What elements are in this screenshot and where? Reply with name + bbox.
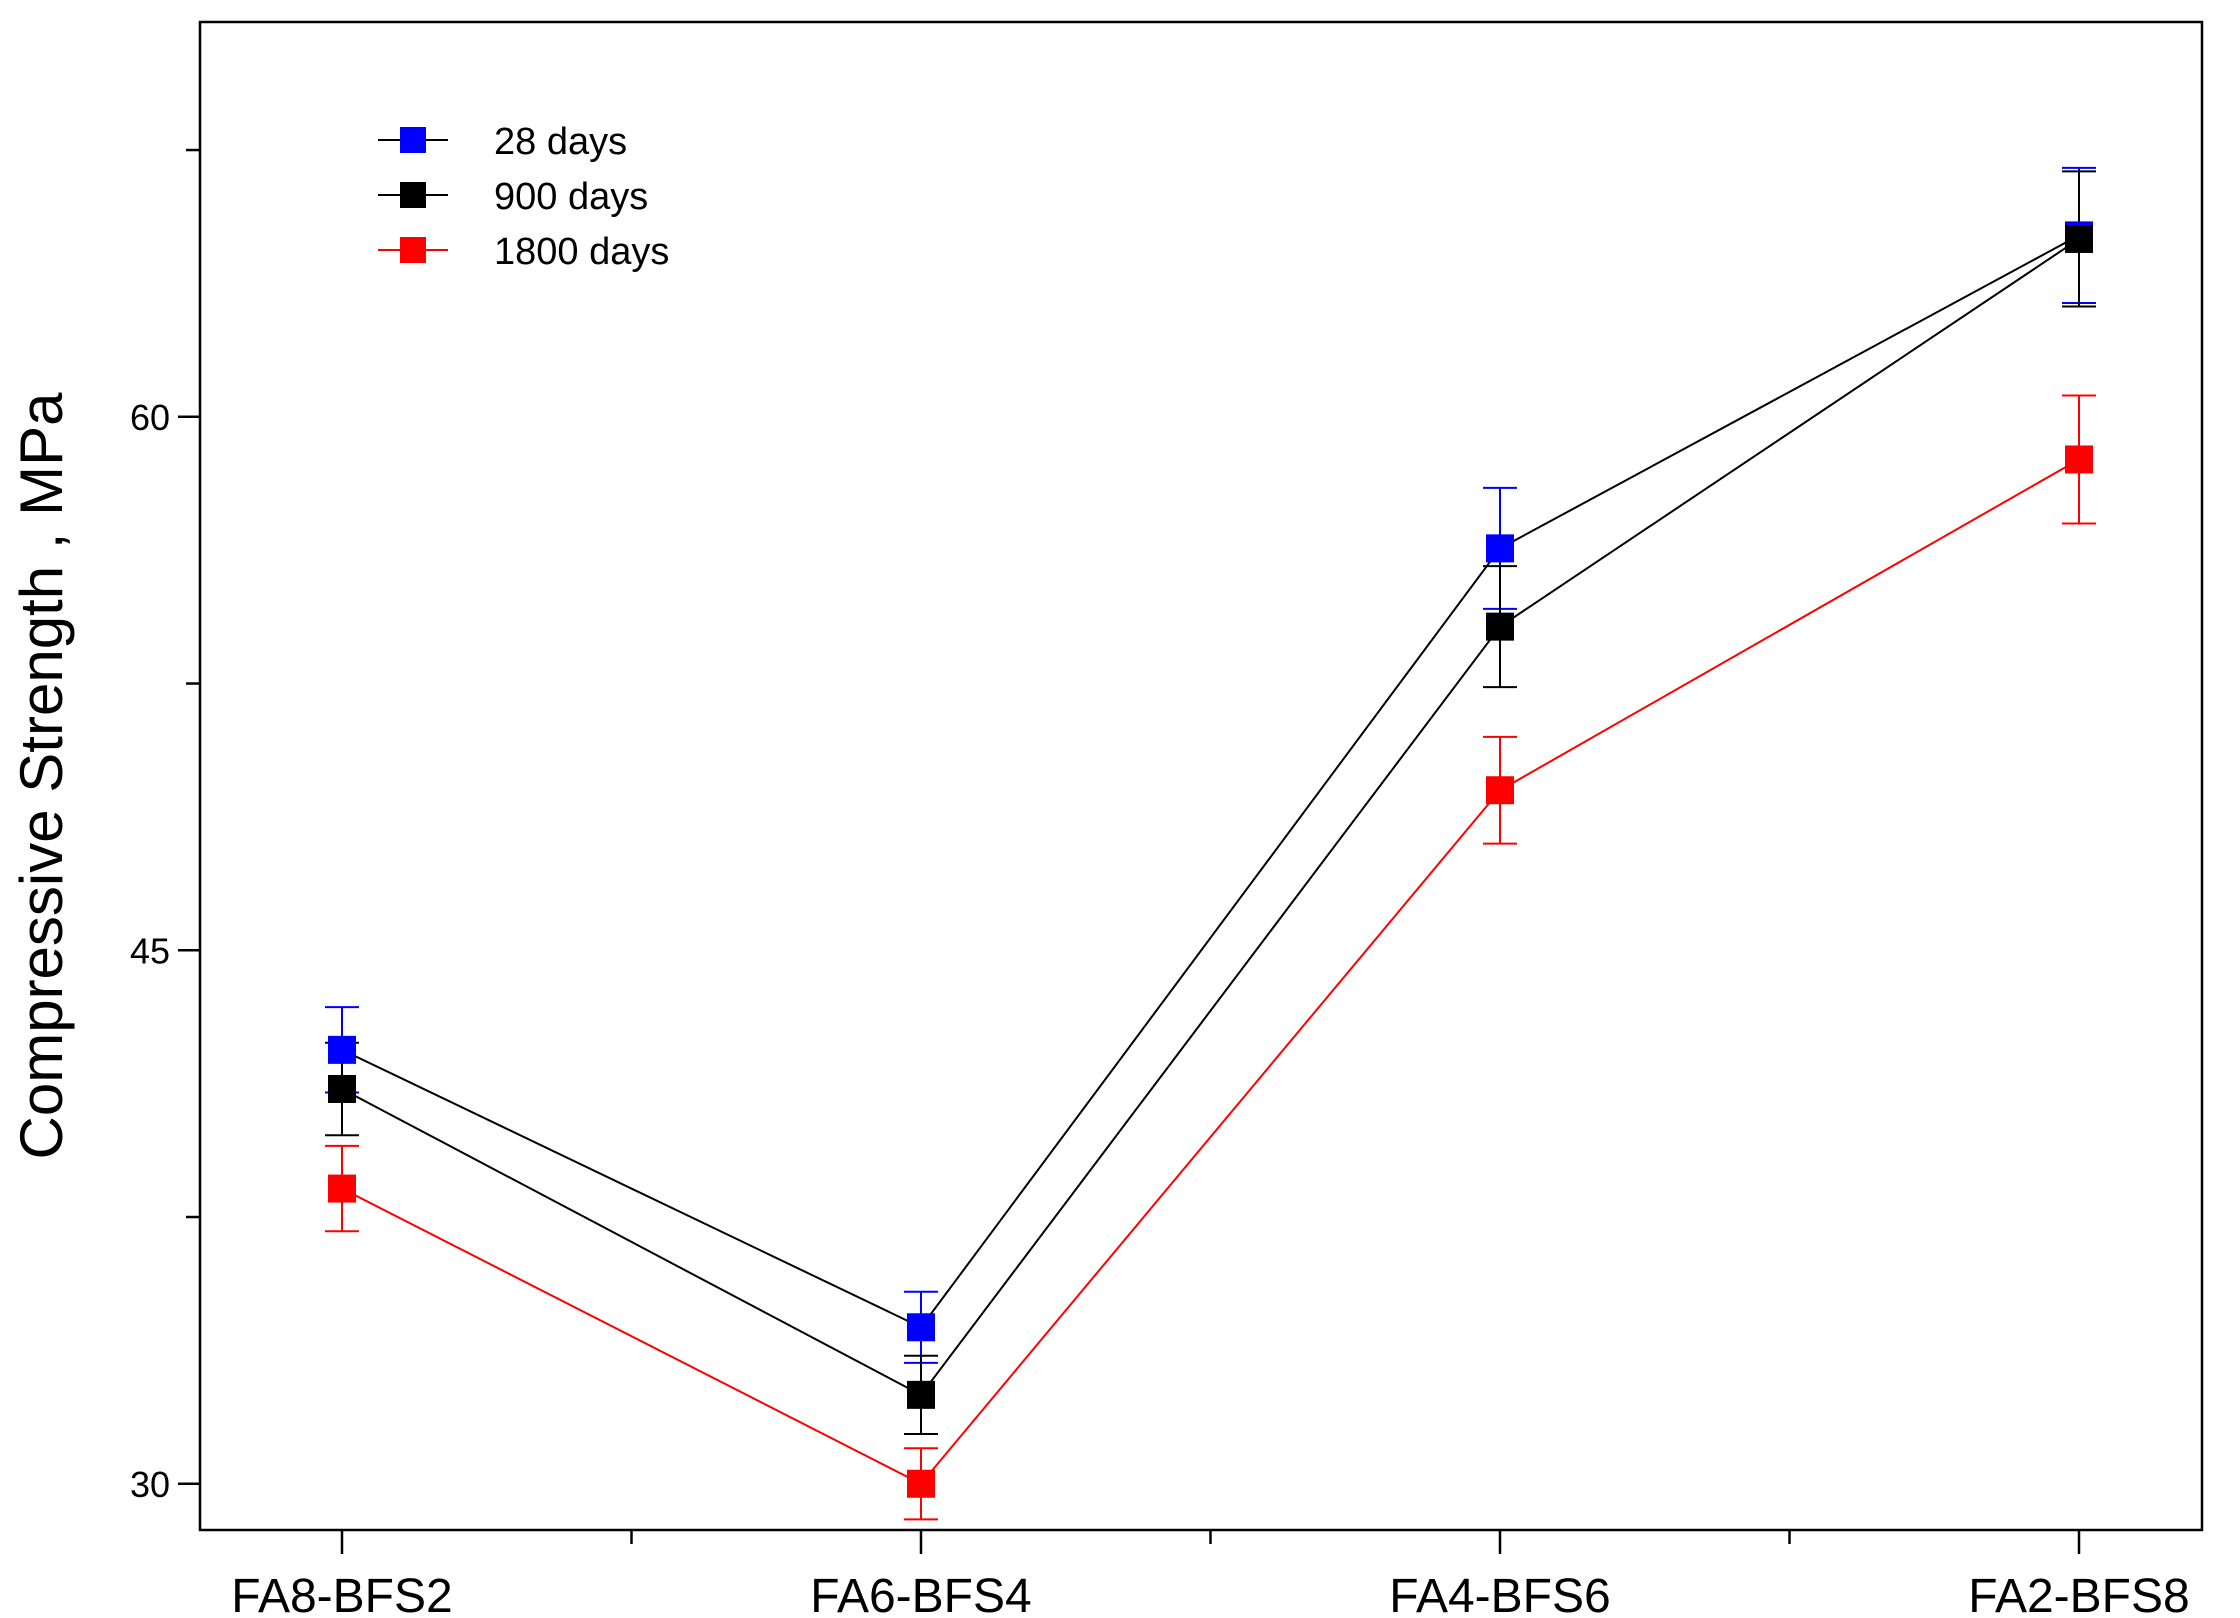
y-axis-title: Compressive Strength , MPa xyxy=(8,392,75,1160)
markers-900-days xyxy=(328,224,2093,1409)
series-1800-days xyxy=(325,394,2096,1521)
data-point xyxy=(328,1074,356,1103)
markers-28-days xyxy=(328,221,2093,1342)
y-tick-label: 60 xyxy=(130,397,170,438)
x-tick-label: FA4-BFS6 xyxy=(1389,1570,1610,1618)
data-point xyxy=(1486,534,1514,563)
series-28-days xyxy=(325,166,2096,1364)
x-tick-label: FA2-BFS8 xyxy=(1968,1570,2189,1618)
data-point xyxy=(328,1035,356,1064)
legend-marker xyxy=(400,237,426,263)
data-point xyxy=(328,1174,356,1203)
data-point xyxy=(1486,612,1514,641)
series-line xyxy=(341,234,2080,1329)
markers-1800-days xyxy=(328,445,2093,1498)
series-line xyxy=(341,458,2080,1486)
data-point xyxy=(907,1380,935,1409)
data-point xyxy=(907,1313,935,1342)
data-point xyxy=(2065,445,2093,474)
plot-frame xyxy=(198,20,2204,1532)
legend-item: 28 days xyxy=(378,121,627,163)
data-point xyxy=(1486,776,1514,805)
series-line xyxy=(341,238,2080,1397)
series-900-days xyxy=(325,170,2096,1435)
y-axis: 30 45 60 xyxy=(130,148,200,1505)
data-point xyxy=(2065,224,2093,253)
legend-label: 1800 days xyxy=(494,231,669,273)
x-tick-label: FA6-BFS4 xyxy=(810,1570,1031,1618)
legend-label: 900 days xyxy=(494,176,648,218)
legend-marker xyxy=(400,127,426,153)
data-point xyxy=(907,1469,935,1498)
legend: 28 days 900 days 1800 days xyxy=(378,121,669,273)
y-tick-label: 30 xyxy=(130,1464,170,1505)
legend-item: 900 days xyxy=(378,176,648,218)
series-layer xyxy=(325,166,2096,1521)
x-tick-label: FA8-BFS2 xyxy=(231,1570,452,1618)
legend-marker xyxy=(400,182,426,208)
x-axis: FA8-BFS2 FA6-BFS4 FA4-BFS6 FA2-BFS8 xyxy=(231,1530,2190,1618)
y-tick-label: 45 xyxy=(130,930,170,971)
legend-item: 1800 days xyxy=(378,231,669,273)
legend-label: 28 days xyxy=(494,121,627,163)
